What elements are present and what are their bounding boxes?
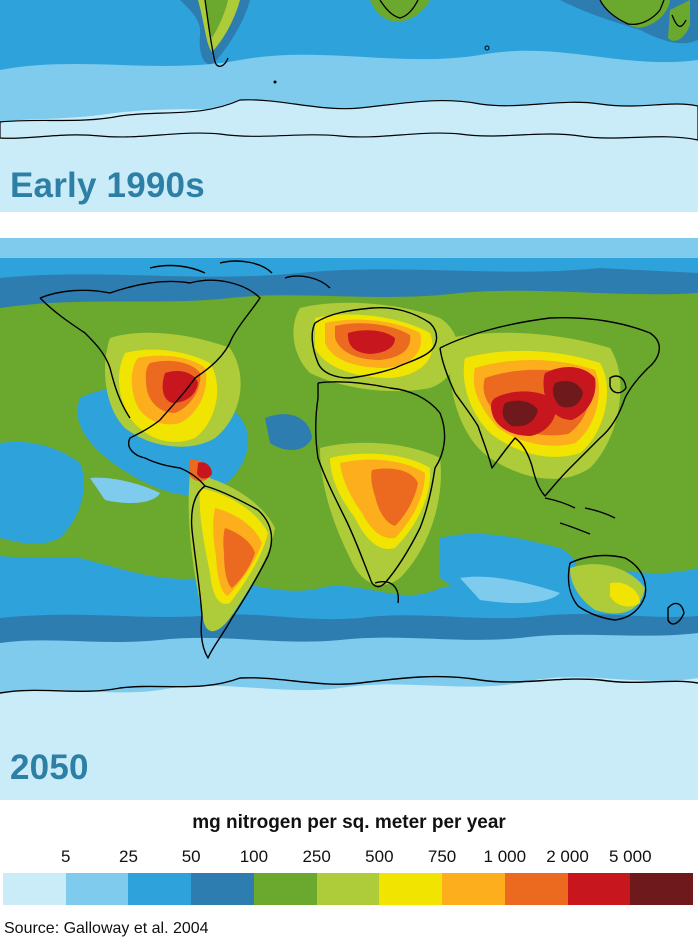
north-america-west-coast	[39, 297, 131, 419]
australia-coastline	[599, 0, 665, 26]
legend-swatch	[253, 873, 317, 905]
africa-coast	[315, 381, 446, 588]
asia-coast	[439, 316, 660, 497]
ocean-dark-south	[0, 614, 698, 643]
arctic-islands-coast	[149, 260, 331, 289]
legend-tick-label: 25	[118, 847, 138, 866]
legend-swatch	[567, 873, 631, 905]
legend-swatch	[128, 873, 192, 905]
australia-land	[600, 0, 670, 28]
new-zealand-coastline	[671, 14, 687, 27]
indonesia-coast	[544, 497, 616, 535]
legend-swatch	[3, 873, 66, 905]
legend-swatch	[442, 873, 505, 905]
south-america-tip-core	[205, 0, 228, 38]
north-america-red	[162, 371, 198, 403]
madagascar-coast	[374, 581, 399, 604]
japan-coast	[609, 375, 627, 394]
north-america-coast	[39, 279, 261, 487]
panel-label-2050: 2050	[10, 748, 89, 787]
source-note: Source: Galloway et al. 2004	[4, 920, 209, 937]
south-america-coastline	[204, 0, 229, 67]
new-zealand	[668, 0, 690, 41]
legend-swatch	[191, 873, 254, 905]
legend-tick-label: 500	[365, 847, 394, 866]
coastlines	[0, 260, 698, 694]
ocean-blue-band	[0, 0, 698, 70]
legend-tick-label: 5 000	[608, 847, 652, 866]
legend-tick-label: 50	[181, 847, 201, 866]
antarctica-coast	[0, 675, 698, 694]
new-zealand-coast	[667, 602, 685, 625]
legend-swatch	[316, 873, 380, 905]
atlantic-patch	[265, 414, 312, 450]
legend-swatch	[630, 873, 694, 905]
south-america-darkorange	[223, 528, 255, 588]
australia-yellow	[610, 582, 640, 607]
pacific-blue	[0, 441, 84, 544]
legend-swatch	[379, 873, 443, 905]
legend-swatch	[65, 873, 129, 905]
central-america-red	[197, 462, 212, 479]
africa-coastline	[379, 0, 419, 19]
panel-label-early-1990s: Early 1990s	[10, 166, 205, 205]
legend-tick-label: 1 000	[483, 847, 527, 866]
legend-tick-label: 750	[427, 847, 457, 866]
map-2050	[0, 238, 698, 800]
island	[273, 80, 277, 84]
europe-red	[347, 330, 395, 354]
legend-tick-label: 2 000	[546, 847, 589, 866]
india-maroon	[502, 400, 538, 427]
antarctica-coast	[0, 99, 698, 141]
australia-coast	[567, 554, 647, 621]
legend-ticks: 5 25 50 100 250 500 750 1 000 2 000 5 000	[0, 847, 698, 871]
ocean-mid-patch	[460, 576, 560, 604]
legend-tick-label: 250	[302, 847, 331, 866]
legend-title: mg nitrogen per sq. meter per year	[192, 812, 506, 833]
legend-color-bar	[3, 873, 694, 905]
south-america-coast	[190, 485, 273, 659]
europe-coast	[311, 306, 438, 379]
map-panel-2050: 2050	[0, 238, 698, 800]
africa-darkorange	[371, 468, 418, 526]
legend-tick-label: 100	[239, 847, 269, 866]
map-early-1990s	[0, 0, 698, 212]
legend-swatch	[504, 873, 568, 905]
island	[484, 45, 490, 51]
map-panel-early-1990s: Early 1990s	[0, 0, 698, 212]
legend-tick-label: 5	[60, 847, 71, 866]
ocean-mid-patch	[90, 477, 160, 504]
china-maroon	[552, 381, 583, 408]
